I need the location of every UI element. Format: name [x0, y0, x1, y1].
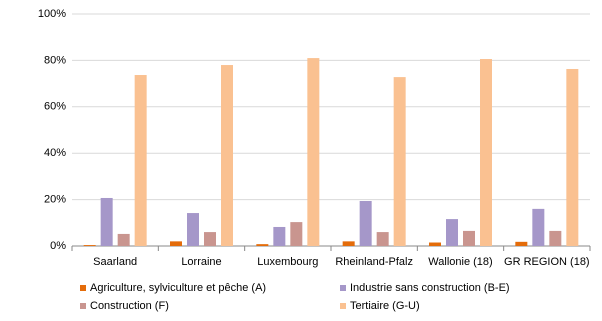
y-tick-label: 0% — [50, 240, 66, 252]
bar — [566, 68, 579, 246]
legend-swatch — [80, 303, 86, 309]
bar — [446, 219, 458, 246]
legend-swatch — [80, 285, 86, 291]
bar — [170, 241, 182, 246]
x-tick-label: Lorraine — [181, 256, 221, 268]
bar — [480, 59, 492, 247]
bar — [290, 222, 303, 246]
x-tick-label: Rheinland-Pfalz — [335, 256, 413, 268]
x-tick-label: Luxembourg — [257, 256, 318, 268]
x-tick-label: GR REGION (18) — [504, 256, 590, 268]
legend-label: Tertiaire (G-U) — [350, 300, 420, 312]
y-tick-label: 40% — [44, 147, 66, 159]
legend-swatch — [340, 303, 346, 309]
bar — [359, 200, 372, 246]
bar — [273, 226, 286, 246]
bar — [83, 245, 96, 246]
x-tick-label: Wallonie (18) — [428, 256, 492, 268]
legend-label: Industrie sans construction (B-E) — [350, 282, 510, 294]
legend-label: Construction (F) — [90, 300, 169, 312]
bar — [393, 77, 406, 246]
bar — [376, 232, 389, 246]
bar — [515, 241, 528, 246]
legend-label: Agriculture, sylviculture et pêche (A) — [90, 282, 266, 294]
bar — [117, 233, 130, 246]
bar — [134, 75, 147, 247]
bar — [429, 242, 441, 246]
y-tick-label: 60% — [44, 101, 66, 113]
bar — [463, 230, 475, 246]
y-tick-label: 100% — [38, 8, 66, 20]
y-tick-label: 80% — [44, 54, 66, 66]
bar — [204, 232, 216, 246]
bar — [256, 244, 269, 246]
legend-swatch — [340, 285, 346, 291]
x-tick-label: Saarland — [93, 256, 137, 268]
bar — [307, 58, 320, 246]
bar — [187, 213, 199, 246]
y-tick-label: 20% — [44, 194, 66, 206]
bar — [221, 65, 233, 246]
bar — [532, 208, 545, 246]
bar — [549, 230, 562, 246]
bar — [342, 241, 355, 246]
bar — [100, 197, 113, 246]
